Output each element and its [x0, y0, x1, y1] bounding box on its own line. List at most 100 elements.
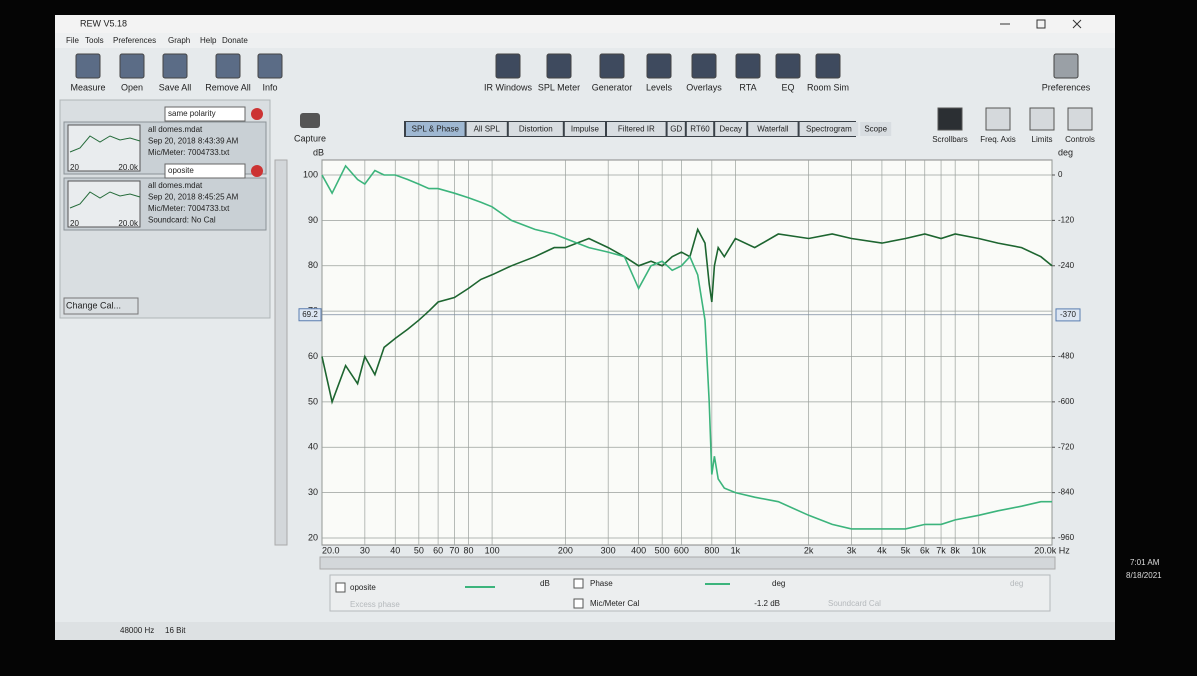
control-icon[interactable] [985, 107, 1011, 131]
measurement-name[interactable]: oposite [168, 166, 194, 175]
name-box[interactable] [164, 106, 246, 122]
x-tick-label: 600 [674, 545, 689, 555]
legend-text: -1.2 dB [754, 599, 780, 608]
x-tick-label: 7k [936, 545, 946, 555]
tab[interactable] [667, 122, 685, 136]
menu-item[interactable]: Donate [222, 36, 248, 45]
maximize-button[interactable] [1036, 19, 1046, 29]
tool-label[interactable]: Room Sim [807, 82, 849, 92]
menu-item[interactable]: Tools [85, 36, 104, 45]
horizontal-scrollbar[interactable] [319, 556, 1056, 570]
tool-label[interactable]: Remove All [205, 82, 251, 92]
checkbox[interactable] [335, 582, 346, 593]
tab-label[interactable]: Decay [719, 125, 742, 134]
y-tick-label: 40 [308, 442, 318, 452]
tab-label[interactable]: Distortion [519, 125, 553, 134]
checkbox[interactable] [573, 598, 584, 609]
tool-label[interactable]: SPL Meter [538, 82, 580, 92]
taskbar-date: 8/18/2021 [1126, 571, 1162, 580]
tool-label[interactable]: RTA [739, 82, 756, 92]
tool-icon[interactable] [257, 53, 283, 79]
control-label[interactable]: Limits [1032, 135, 1053, 144]
tab-label[interactable]: GD [670, 125, 682, 134]
tool-icon[interactable] [495, 53, 521, 79]
tab[interactable] [686, 122, 714, 136]
menu-item[interactable]: Preferences [113, 36, 156, 45]
menu-item[interactable]: File [66, 36, 79, 45]
tool-icon[interactable] [546, 53, 572, 79]
tab-label[interactable]: Spectrogram [806, 125, 852, 134]
control-label[interactable]: Scrollbars [932, 135, 968, 144]
control-icon[interactable] [937, 107, 963, 131]
tab[interactable] [607, 122, 666, 136]
tool-label[interactable]: Generator [592, 82, 633, 92]
tool-icon[interactable] [599, 53, 625, 79]
series-line [321, 227, 1053, 405]
tab-label[interactable]: Waterfall [757, 125, 788, 134]
control-label[interactable]: Controls [1065, 135, 1095, 144]
x-tick-label: 30 [360, 545, 370, 555]
tool-label[interactable]: Overlays [686, 82, 722, 92]
change-cal-button[interactable]: Change Cal... [66, 300, 121, 310]
menu-item[interactable]: Graph [168, 36, 190, 45]
checkbox[interactable] [573, 578, 584, 589]
change-cal-frame[interactable] [63, 297, 139, 315]
tool-label[interactable]: Measure [70, 82, 105, 92]
tool-icon[interactable] [162, 53, 188, 79]
remove-button[interactable] [251, 165, 263, 177]
tool-label[interactable]: Info [262, 82, 277, 92]
tool-icon[interactable] [691, 53, 717, 79]
tab-label[interactable]: Scope [864, 125, 887, 134]
legend-text: dB [540, 579, 550, 588]
tool-icon[interactable] [646, 53, 672, 79]
vertical-scrollbar[interactable] [274, 159, 288, 546]
tab[interactable] [860, 122, 892, 136]
capture-icon[interactable] [300, 113, 320, 128]
control-label[interactable]: Freq. Axis [980, 135, 1016, 144]
plot-area [321, 159, 1053, 546]
close-button[interactable] [1072, 19, 1082, 29]
tab[interactable] [406, 122, 465, 136]
x-tick-label: 100 [485, 545, 500, 555]
tab-label[interactable]: Impulse [571, 125, 600, 134]
tab[interactable] [466, 122, 507, 136]
tool-icon[interactable] [1053, 53, 1079, 79]
tab-label[interactable]: Filtered IR [618, 125, 655, 134]
tab-label[interactable]: RT60 [690, 125, 710, 134]
cursor-box [298, 308, 322, 322]
tool-label[interactable]: Save All [159, 82, 192, 92]
remove-button[interactable] [251, 108, 263, 120]
x-tick-label: 70 [449, 545, 459, 555]
capture-label[interactable]: Capture [294, 133, 326, 143]
x-tick-label: 20.0k Hz [1034, 545, 1070, 555]
tool-icon[interactable] [735, 53, 761, 79]
tool-icon[interactable] [215, 53, 241, 79]
tool-icon[interactable] [775, 53, 801, 79]
tool-label[interactable]: EQ [781, 82, 794, 92]
tool-icon[interactable] [119, 53, 145, 79]
menu-item[interactable]: Help [200, 36, 217, 45]
tool-label[interactable]: Open [121, 82, 143, 92]
tool-label[interactable]: Levels [646, 82, 673, 92]
y-tick-label: 60 [308, 351, 318, 361]
tab-label[interactable]: SPL & Phase [412, 125, 460, 134]
tab[interactable] [748, 122, 798, 136]
tool-icon[interactable] [815, 53, 841, 79]
tool-icon[interactable] [75, 53, 101, 79]
thumbnail-trace [69, 191, 141, 209]
tab[interactable] [508, 122, 563, 136]
tab[interactable] [715, 122, 747, 136]
control-icon[interactable] [1067, 107, 1093, 131]
measurement-info: Soundcard: No Cal [148, 216, 216, 225]
tool-label[interactable]: Preferences [1042, 82, 1091, 92]
x-tick-label: 2k [804, 545, 814, 555]
measurement-name[interactable]: same polarity [168, 109, 216, 118]
measurement-info: Sep 20, 2018 8:45:25 AM [148, 193, 239, 202]
tool-label[interactable]: IR Windows [484, 82, 533, 92]
name-box[interactable] [164, 163, 246, 179]
control-icon[interactable] [1029, 107, 1055, 131]
tab[interactable] [564, 122, 605, 136]
tab-label[interactable]: All SPL [474, 125, 501, 134]
tab[interactable] [799, 122, 859, 136]
x-tick-label: 10k [971, 545, 986, 555]
